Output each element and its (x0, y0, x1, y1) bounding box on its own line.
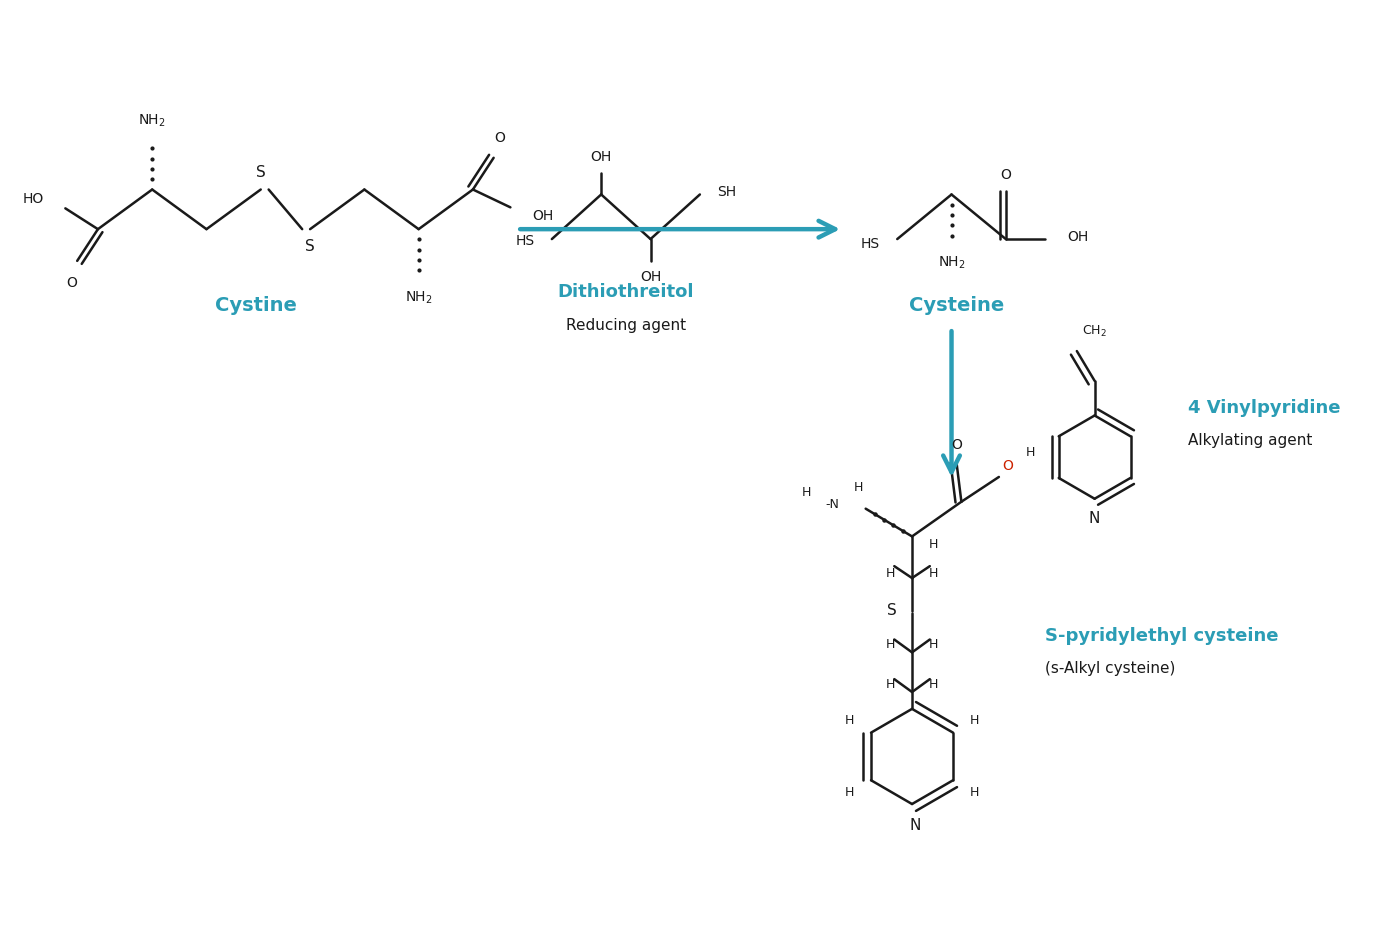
Text: Cysteine: Cysteine (909, 296, 1003, 315)
Text: Alkylating agent: Alkylating agent (1189, 432, 1313, 447)
Text: H: H (846, 714, 854, 727)
Text: NH$_2$: NH$_2$ (138, 113, 166, 129)
Text: 4 Vinylpyridine: 4 Vinylpyridine (1189, 398, 1341, 416)
Text: Cystine: Cystine (215, 296, 296, 315)
Text: O: O (951, 438, 962, 452)
Text: HS: HS (861, 237, 879, 251)
Text: S: S (306, 238, 316, 253)
Text: O: O (66, 276, 76, 290)
Text: HO: HO (22, 192, 44, 206)
Text: H: H (929, 677, 938, 690)
Text: S: S (256, 165, 266, 180)
Text: H: H (929, 638, 938, 651)
Text: -N: -N (825, 498, 839, 512)
Text: NH$_2$: NH$_2$ (404, 289, 432, 306)
Text: OH: OH (1067, 230, 1088, 244)
Text: N: N (1089, 512, 1100, 526)
Text: H: H (929, 566, 938, 579)
Text: NH$_2$: NH$_2$ (938, 254, 966, 271)
Text: H: H (1026, 446, 1035, 459)
Text: H: H (970, 787, 978, 799)
Text: OH: OH (591, 150, 612, 164)
Text: H: H (854, 481, 864, 495)
Text: S-pyridylethyl cysteine: S-pyridylethyl cysteine (1045, 626, 1279, 644)
Text: O: O (494, 131, 505, 145)
Text: H: H (801, 486, 811, 499)
Text: H: H (886, 677, 895, 690)
Text: HS: HS (516, 234, 536, 248)
Text: OH: OH (639, 269, 662, 284)
Text: Dithiothreitol: Dithiothreitol (558, 283, 695, 300)
Text: O: O (1002, 459, 1013, 473)
Text: CH$_2$: CH$_2$ (1082, 324, 1107, 339)
Text: N: N (909, 819, 920, 834)
Text: H: H (886, 638, 895, 651)
Text: (s-Alkyl cysteine): (s-Alkyl cysteine) (1045, 660, 1175, 675)
Text: H: H (970, 714, 978, 727)
Text: H: H (929, 538, 938, 551)
Text: O: O (1001, 168, 1012, 182)
Text: OH: OH (531, 209, 554, 223)
Text: H: H (886, 566, 895, 579)
Text: Reducing agent: Reducing agent (566, 317, 686, 333)
Text: S: S (887, 603, 897, 618)
Text: H: H (846, 787, 854, 799)
Text: SH: SH (717, 186, 736, 200)
